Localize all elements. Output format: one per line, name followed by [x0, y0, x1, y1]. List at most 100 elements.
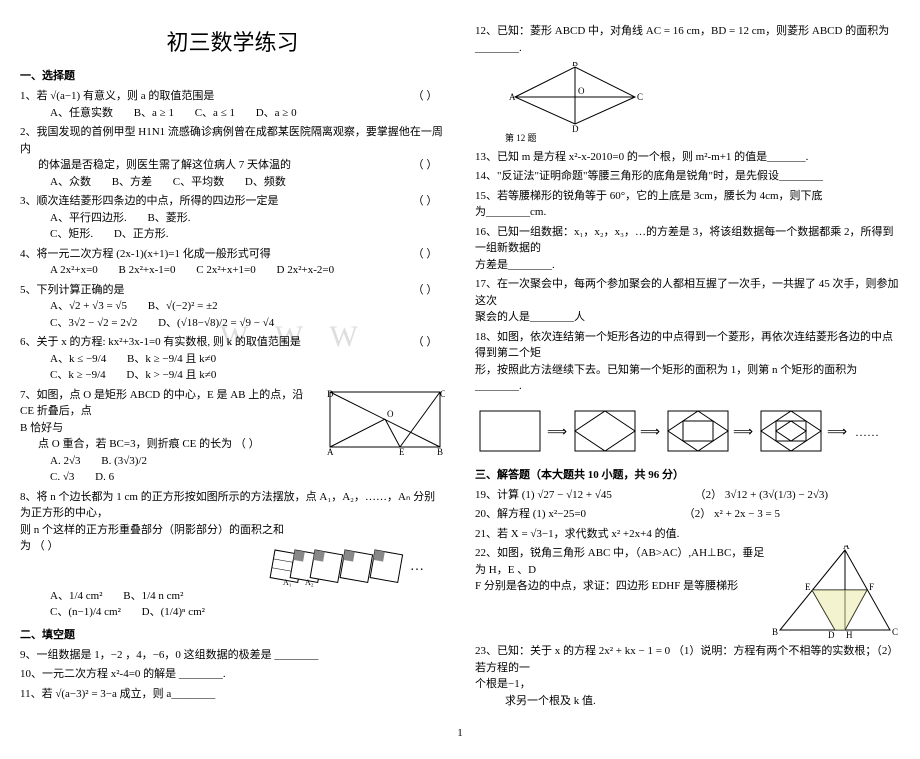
svg-text:E: E — [399, 447, 405, 457]
svg-text:E: E — [805, 582, 811, 592]
q23-line3: 求另一个根及 k 值. — [505, 693, 900, 710]
question-22: A B C E F D H 22、如图，锐角三角形 ABC 中，（AB>AC）,… — [475, 545, 900, 640]
q3-opt-d: D、正方形. — [114, 226, 169, 243]
question-8: 8、将 n 个边长都为 1 cm 的正方形按如图所示的方法摆放，点 A₁，A₂，… — [20, 489, 445, 621]
q8-opt-b: B、1/4 n cm² — [123, 588, 183, 605]
q4-opt-d: D 2x²+x-2=0 — [277, 262, 335, 279]
question-11: 11、若 √(a−3)² = 3−a 成立，则 a________ — [20, 686, 445, 703]
q2-line1: 2、我国发现的首例甲型 H1N1 流感确诊病例曾在成都某医院隔离观察，要掌握他在… — [20, 124, 445, 157]
svg-text:A₂: A₂ — [305, 578, 314, 587]
q6-text: 6、关于 x 的方程: kx²+3x-1=0 有实数根, 则 k 的取值范围是 — [20, 336, 301, 348]
q15-line2: 为________cm. — [475, 204, 900, 221]
svg-text:⟹: ⟹ — [640, 425, 660, 440]
q1-paren: （ ） — [405, 88, 445, 105]
question-19: 19、计算 (1) √27 − √12 + √45 （2） 3√12 + (3√… — [475, 487, 900, 504]
question-4: 4、将一元二次方程 (2x-1)(x+1)=1 化成一般形式可得 （ ） A 2… — [20, 246, 445, 279]
svg-text:B: B — [772, 627, 778, 637]
svg-text:F: F — [869, 582, 874, 592]
question-13: 13、已知 m 是方程 x²-x-2010=0 的一个根，则 m²-m+1 的值… — [475, 149, 900, 166]
q5-text: 5、下列计算正确的是 — [20, 284, 125, 296]
q3-opt-c: C、矩形. — [50, 226, 93, 243]
q6-paren: （ ） — [405, 334, 445, 351]
svg-text:A: A — [327, 447, 334, 457]
question-16: 16、已知一组数据：x₁，x₂，x₃，…的方差是 3，将该组数据每一个数据都乘 … — [475, 224, 900, 274]
question-10: 10、一元二次方程 x²-4=0 的解是 ________. — [20, 666, 445, 683]
q1-opt-a: A、任意实数 — [50, 105, 113, 122]
q18-line1: 18、如图，依次连结第一个矩形各边的中点得到一个菱形，再依次连结菱形各边的中点得… — [475, 329, 900, 362]
svg-text:C: C — [892, 627, 898, 637]
q2-opt-a: A、众数 — [50, 174, 91, 191]
question-5: 5、下列计算正确的是 （ ） A、√2 + √3 = √5 B、√(−2)² =… — [20, 282, 445, 332]
q19-text: 19、计算 (1) √27 − √12 + √45 — [475, 489, 612, 501]
q4-opt-b: B 2x²+x-1=0 — [119, 262, 176, 279]
question-12: 12、已知：菱形 ABCD 中，对角线 AC = 16 cm，BD = 12 c… — [475, 23, 900, 146]
section-3-head: 三、解答题（本大题共 10 小题，共 96 分） — [475, 466, 900, 482]
question-6: 6、关于 x 的方程: kx²+3x-1=0 有实数根, 则 k 的取值范围是 … — [20, 334, 445, 384]
q8-figure: … A₁ A₂ — [265, 540, 435, 590]
svg-text:D: D — [572, 124, 579, 132]
q7-figure: A B C D E O — [325, 387, 445, 457]
q5-opt-d: D、(√18−√8)/2 = √9 − √4 — [158, 315, 274, 332]
q8-opt-c: C、(n−1)/4 cm² — [50, 604, 121, 621]
svg-text:O: O — [578, 86, 585, 96]
q1-opt-b: B、a ≥ 1 — [134, 105, 174, 122]
q4-paren: （ ） — [405, 246, 445, 263]
question-18: 18、如图，依次连结第一个矩形各边的中点得到一个菱形，再依次连结菱形各边的中点得… — [475, 329, 900, 461]
q5-opt-b: B、√(−2)² = ±2 — [148, 298, 218, 315]
q5-opt-a: A、√2 + √3 = √5 — [50, 298, 127, 315]
question-2: 2、我国发现的首例甲型 H1N1 流感确诊病例曾在成都某医院隔离观察，要掌握他在… — [20, 124, 445, 190]
q16-line1: 16、已知一组数据：x₁，x₂，x₃，…的方差是 3，将该组数据每一个数据都乘 … — [475, 224, 900, 257]
q3-opt-b: B、菱形. — [147, 210, 190, 227]
svg-text:C: C — [440, 389, 445, 399]
q15-line1: 15、若等腰梯形的锐角等于 60°，它的上底是 3cm，腰长为 4cm，则下底 — [475, 188, 900, 205]
q3-text: 3、顺次连结菱形四条边的中点，所得的四边形一定是 — [20, 195, 279, 207]
svg-text:⟹: ⟹ — [547, 425, 567, 440]
q1-text: 1、若 √(a−1) 有意义，则 a 的取值范围是 — [20, 90, 214, 102]
q7-opt-d: D. 6 — [95, 469, 114, 486]
q2-paren: （ ） — [405, 157, 445, 174]
q20-text: 20、解方程 (1) x²−25=0 — [475, 508, 586, 520]
q3-paren: （ ） — [405, 193, 445, 210]
q7-opt-c: C. √3 — [50, 469, 74, 486]
question-7: A B C D E O 7、如图，点 O 是矩形 ABCD 的中心，E 是 AB… — [20, 387, 445, 486]
svg-text:H: H — [846, 630, 853, 640]
svg-text:A: A — [509, 92, 516, 102]
q6-opt-b: B、k ≥ −9/4 且 k≠0 — [127, 351, 216, 368]
q18-figure: ⟹ ⟹ ⟹ — [475, 401, 895, 461]
q6-opt-d: D、k > −9/4 且 k≠0 — [126, 367, 216, 384]
question-1: 1、若 √(a−1) 有意义，则 a 的取值范围是 （ ） A、任意实数 B、a… — [20, 88, 445, 121]
q22-figure: A B C E F D H — [770, 545, 900, 640]
q20-sub2: （2） x² + 2x − 3 = 5 — [684, 508, 780, 520]
q12-caption: 第 12 题 — [505, 132, 900, 146]
q8-opt-a: A、1/4 cm² — [50, 588, 103, 605]
svg-text:D: D — [327, 389, 334, 399]
q6-opt-a: A、k ≤ −9/4 — [50, 351, 106, 368]
svg-text:……: …… — [855, 425, 879, 439]
q18-line2: 形，按照此方法继续下去。已知第一个矩形的面积为 1，则第 n 个矩形的面积为 _… — [475, 362, 900, 395]
q5-paren: （ ） — [405, 282, 445, 299]
q8-opt-d: D、(1/4)ⁿ cm² — [142, 604, 205, 621]
q17-line1: 17、在一次聚会中，每两个参加聚会的人都相互握了一次手，一共握了 45 次手，则… — [475, 276, 900, 309]
right-column: 12、已知：菱形 ABCD 中，对角线 AC = 16 cm，BD = 12 c… — [475, 20, 900, 712]
svg-text:A: A — [843, 545, 850, 551]
question-17: 17、在一次聚会中，每两个参加聚会的人都相互握了一次手，一共握了 45 次手，则… — [475, 276, 900, 326]
q7-opt-b: B. (3√3)/2 — [101, 453, 147, 470]
svg-text:C: C — [637, 92, 643, 102]
svg-text:B: B — [437, 447, 443, 457]
page: 初三数学练习 一、选择题 1、若 √(a−1) 有意义，则 a 的取值范围是 （… — [20, 20, 900, 712]
q1-opt-c: C、a ≤ 1 — [195, 105, 235, 122]
question-14: 14、"反证法"证明命题"等腰三角形的底角是锐角"时，是先假设________ — [475, 168, 900, 185]
q7-opt-a: A. 2√3 — [50, 453, 80, 470]
question-3: 3、顺次连结菱形四条边的中点，所得的四边形一定是 （ ） A、平行四边形. B、… — [20, 193, 445, 243]
q12-text: 12、已知：菱形 ABCD 中，对角线 AC = 16 cm，BD = 12 c… — [475, 23, 900, 56]
q2-opt-d: D、频数 — [245, 174, 286, 191]
q17-line2: 聚会的人是________人 — [475, 309, 900, 326]
q23-line2: 个根是−1， — [475, 676, 900, 693]
q23-line1: 23、已知：关于 x 的方程 2x² + kx − 1 = 0 （1）说明：方程… — [475, 643, 900, 676]
q4-opt-a: A 2x²+x=0 — [50, 262, 98, 279]
svg-text:⟹: ⟹ — [733, 425, 753, 440]
section-1-head: 一、选择题 — [20, 67, 445, 83]
q8-line1: 8、将 n 个边长都为 1 cm 的正方形按如图所示的方法摆放，点 A₁，A₂，… — [20, 489, 445, 522]
page-number: 1 — [20, 727, 900, 739]
q3-opt-a: A、平行四边形. — [50, 210, 127, 227]
